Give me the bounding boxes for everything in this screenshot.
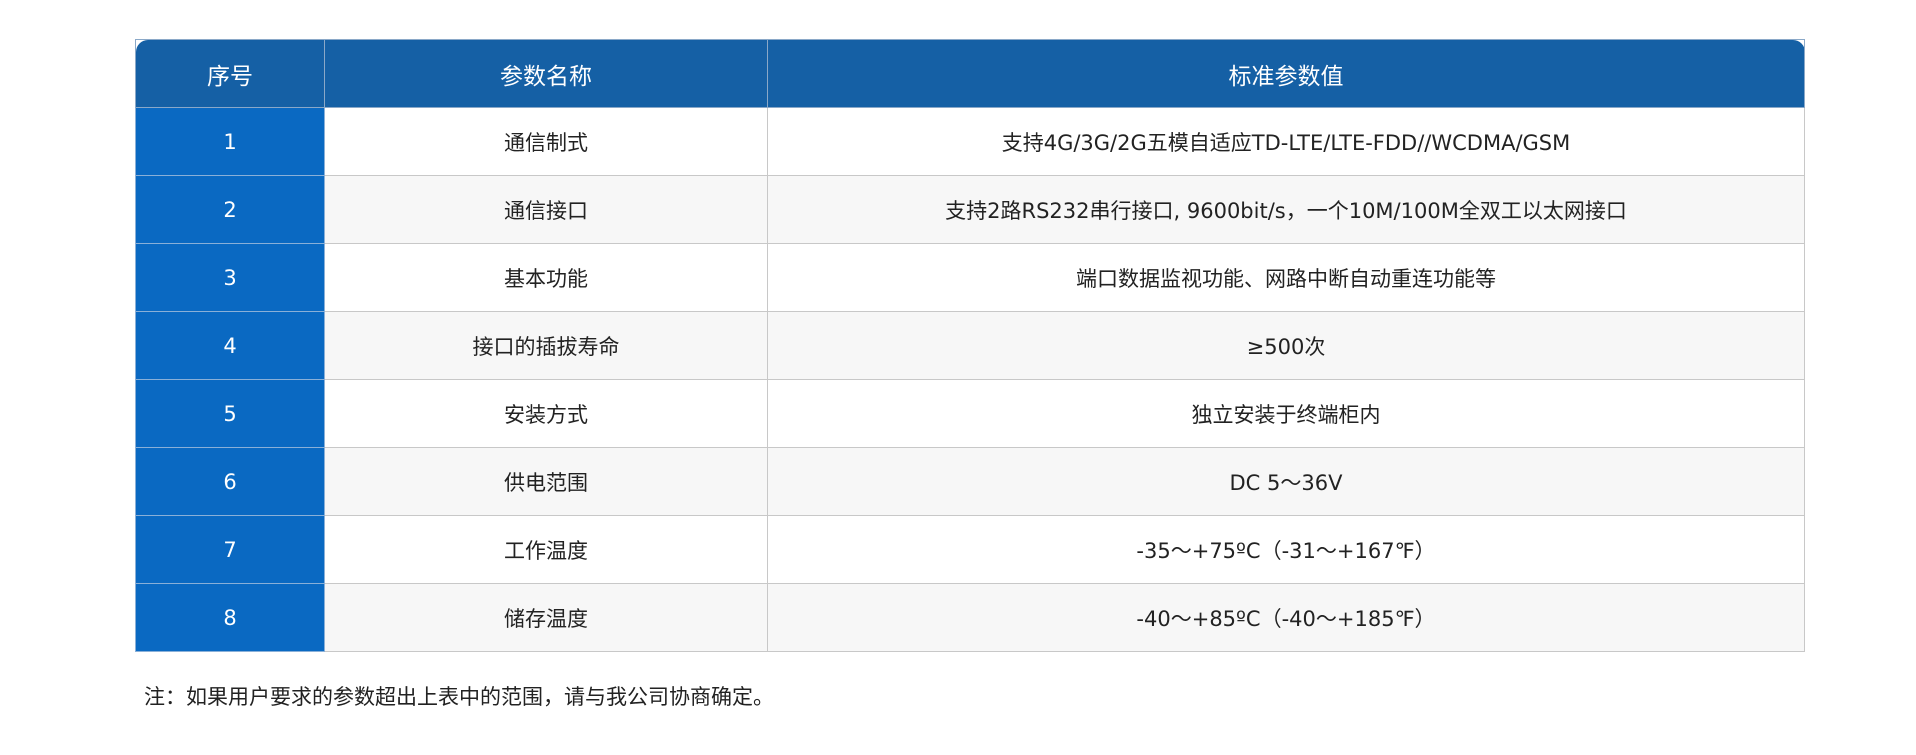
table-row: 8 储存温度 -40～+85ºC（-40～+185℉） (135, 583, 1805, 652)
table-row: 2 通信接口 支持2路RS232串行接口, 9600bit/s，一个10M/100M… (135, 175, 1805, 244)
row-param-name: 通信制式 (324, 107, 768, 176)
header-param-name: 参数名称 (324, 39, 768, 108)
row-param-value: -35～+75ºC（-31～+167℉） (767, 515, 1805, 584)
row-index: 4 (135, 311, 325, 380)
table-row: 1 通信制式 支持4G/3G/2G五模自适应TD-LTE/LTE-FDD//WCDM… (135, 107, 1805, 176)
row-param-value: 支持4G/3G/2G五模自适应TD-LTE/LTE-FDD//WCDMA/GSM (767, 107, 1805, 176)
row-param-value: ≥500次 (767, 311, 1805, 380)
row-param-name: 储存温度 (324, 583, 768, 652)
row-param-value: DC 5～36V (767, 447, 1805, 516)
table-header-row: 序号 参数名称 标准参数值 (135, 39, 1805, 108)
row-index: 7 (135, 515, 325, 584)
row-index: 3 (135, 243, 325, 312)
parameter-table: 序号 参数名称 标准参数值 1 通信制式 支持4G/3G/2G五模自适应TD-LTE… (135, 39, 1805, 652)
header-index: 序号 (135, 39, 325, 108)
row-index: 5 (135, 379, 325, 448)
row-param-name: 安装方式 (324, 379, 768, 448)
row-param-value: 端口数据监视功能、网路中断自动重连功能等 (767, 243, 1805, 312)
row-index: 8 (135, 583, 325, 652)
row-param-value: -40～+85ºC（-40～+185℉） (767, 583, 1805, 652)
row-param-name: 供电范围 (324, 447, 768, 516)
row-param-name: 基本功能 (324, 243, 768, 312)
table-row: 6 供电范围 DC 5～36V (135, 447, 1805, 516)
row-param-value: 支持2路RS232串行接口, 9600bit/s，一个10M/100M全双工以太… (767, 175, 1805, 244)
row-index: 2 (135, 175, 325, 244)
row-index: 1 (135, 107, 325, 176)
row-param-name: 工作温度 (324, 515, 768, 584)
table-row: 5 安装方式 独立安装于终端柜内 (135, 379, 1805, 448)
row-index: 6 (135, 447, 325, 516)
header-param-value: 标准参数值 (767, 39, 1805, 108)
footnote: 注：如果用户要求的参数超出上表中的范围，请与我公司协商确定。 (144, 685, 774, 709)
table-row: 4 接口的插拔寿命 ≥500次 (135, 311, 1805, 380)
row-param-name: 通信接口 (324, 175, 768, 244)
table-row: 7 工作温度 -35～+75ºC（-31～+167℉） (135, 515, 1805, 584)
table-row: 3 基本功能 端口数据监视功能、网路中断自动重连功能等 (135, 243, 1805, 312)
row-param-name: 接口的插拔寿命 (324, 311, 768, 380)
row-param-value: 独立安装于终端柜内 (767, 379, 1805, 448)
